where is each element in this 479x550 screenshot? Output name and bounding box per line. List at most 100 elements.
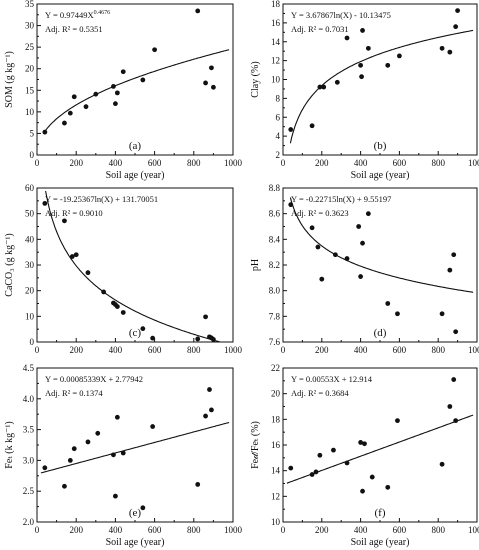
x-tick-label: 200 [315, 525, 329, 535]
y-tick-label: 35 [25, 0, 35, 9]
data-point [195, 336, 201, 342]
y-tick-label: 40 [25, 234, 35, 244]
data-point [439, 311, 445, 317]
data-point [362, 441, 367, 447]
x-tick-label: 400 [354, 525, 368, 535]
data-point [288, 465, 294, 471]
x-tick-label: 600 [148, 158, 162, 168]
data-point [344, 256, 350, 261]
x-tick-label: 1000 [468, 345, 479, 355]
y-axis-label: SOM (g kg⁻¹) [4, 51, 15, 108]
data-point [42, 129, 48, 135]
y-tick-label: 8.8 [269, 183, 281, 193]
data-point [455, 8, 460, 14]
y-tick-label: 10 [25, 311, 35, 321]
y-tick-label: 8.4 [269, 234, 281, 244]
x-tick-label: 1000 [224, 525, 243, 535]
y-tick-label: 60 [25, 183, 35, 193]
panel-2: 0 200 400 600 800 1000 2 4 6 8 10 12 14 16 18 Y = 3.678… [250, 0, 479, 181]
x-tick-label: 600 [393, 158, 407, 168]
data-point [309, 472, 315, 477]
data-point [113, 493, 118, 499]
data-point [203, 80, 208, 86]
x-axis-label: Soil age (year) [351, 537, 410, 548]
data-point [42, 465, 48, 471]
y-tick-label: 7.8 [269, 311, 281, 321]
x-tick-label: 600 [148, 345, 162, 355]
y-tick-label: 8.0 [269, 286, 281, 296]
y-tick-label: 10 [271, 517, 281, 527]
y-tick-label: 6 [276, 112, 281, 122]
data-point [69, 254, 75, 259]
equation-label: Y = 0.00085339X + 2.77942 [45, 374, 143, 384]
data-point [385, 301, 391, 306]
y-tick-label: 12 [271, 56, 280, 66]
x-tick-label: 800 [431, 158, 445, 168]
data-point [344, 460, 350, 466]
x-tick-label: 0 [35, 158, 40, 168]
y-tick-label: 20 [25, 64, 35, 74]
data-point [288, 202, 294, 208]
x-tick-label: 1000 [224, 158, 243, 168]
data-point [111, 452, 116, 458]
y-tick-label: 0 [30, 337, 35, 347]
y-tick-label: 4.5 [23, 363, 35, 373]
x-tick-label: 400 [109, 158, 123, 168]
y-tick-label: 10 [271, 75, 281, 85]
data-point [359, 74, 364, 80]
x-tick-label: 200 [69, 345, 83, 355]
data-point [313, 469, 319, 475]
r2-label: Adj. R² = 0.9010 [45, 208, 103, 218]
data-point [360, 28, 365, 33]
y-axis-label: Clay (%) [250, 61, 261, 97]
y-tick-label: 22 [271, 363, 280, 373]
data-point [385, 62, 391, 68]
data-point [365, 45, 371, 51]
panel-label: (a) [129, 140, 142, 152]
data-point [453, 418, 459, 424]
data-point [360, 488, 365, 494]
data-point [439, 45, 445, 51]
data-point [140, 77, 146, 83]
y-axis-label: Fe𝒹/Feₜ (%) [250, 421, 261, 469]
data-point [395, 311, 400, 317]
data-point [62, 218, 67, 224]
data-point [209, 407, 214, 413]
data-point [447, 404, 453, 409]
data-point [93, 91, 99, 97]
data-point [447, 267, 453, 273]
data-point [358, 62, 363, 68]
data-point [317, 84, 323, 90]
data-point [67, 458, 73, 463]
panel-3: 0 200 400 600 800 1000 0 10 20 30 40 50 60 Y = -19.25… [4, 183, 243, 355]
panel-label: (c) [129, 327, 142, 339]
data-point [85, 439, 91, 445]
data-point [321, 84, 327, 90]
equation-label: Y = -0.22715ln(X) + 9.55197 [291, 194, 391, 204]
data-point [447, 49, 453, 55]
y-tick-label: 8.6 [269, 209, 281, 219]
data-point [451, 377, 457, 382]
x-tick-label: 200 [315, 345, 329, 355]
data-point [439, 461, 445, 467]
data-point [150, 424, 156, 429]
x-tick-label: 0 [35, 525, 40, 535]
x-tick-label: 0 [281, 525, 286, 535]
y-tick-label: 2.5 [23, 486, 35, 496]
y-tick-label: 18 [271, 414, 281, 424]
data-point [120, 450, 126, 456]
y-tick-label: 4 [276, 131, 281, 141]
fit-curve [40, 421, 230, 474]
y-tick-label: 0 [30, 150, 35, 160]
y-tick-label: 15 [25, 85, 35, 95]
data-point [203, 314, 208, 320]
r2-label: Adj. R² = 0.7031 [291, 24, 349, 34]
panel-5: 0 200 400 600 800 1000 2.0 2.5 3.0 3.5 4.0 4.5 Y = 0… [4, 363, 243, 548]
data-point [114, 414, 120, 420]
data-point [120, 69, 126, 75]
data-point [42, 201, 48, 206]
data-point [209, 65, 214, 71]
x-tick-label: 600 [148, 525, 162, 535]
x-tick-label: 600 [393, 345, 407, 355]
y-tick-label: 16 [271, 440, 281, 450]
